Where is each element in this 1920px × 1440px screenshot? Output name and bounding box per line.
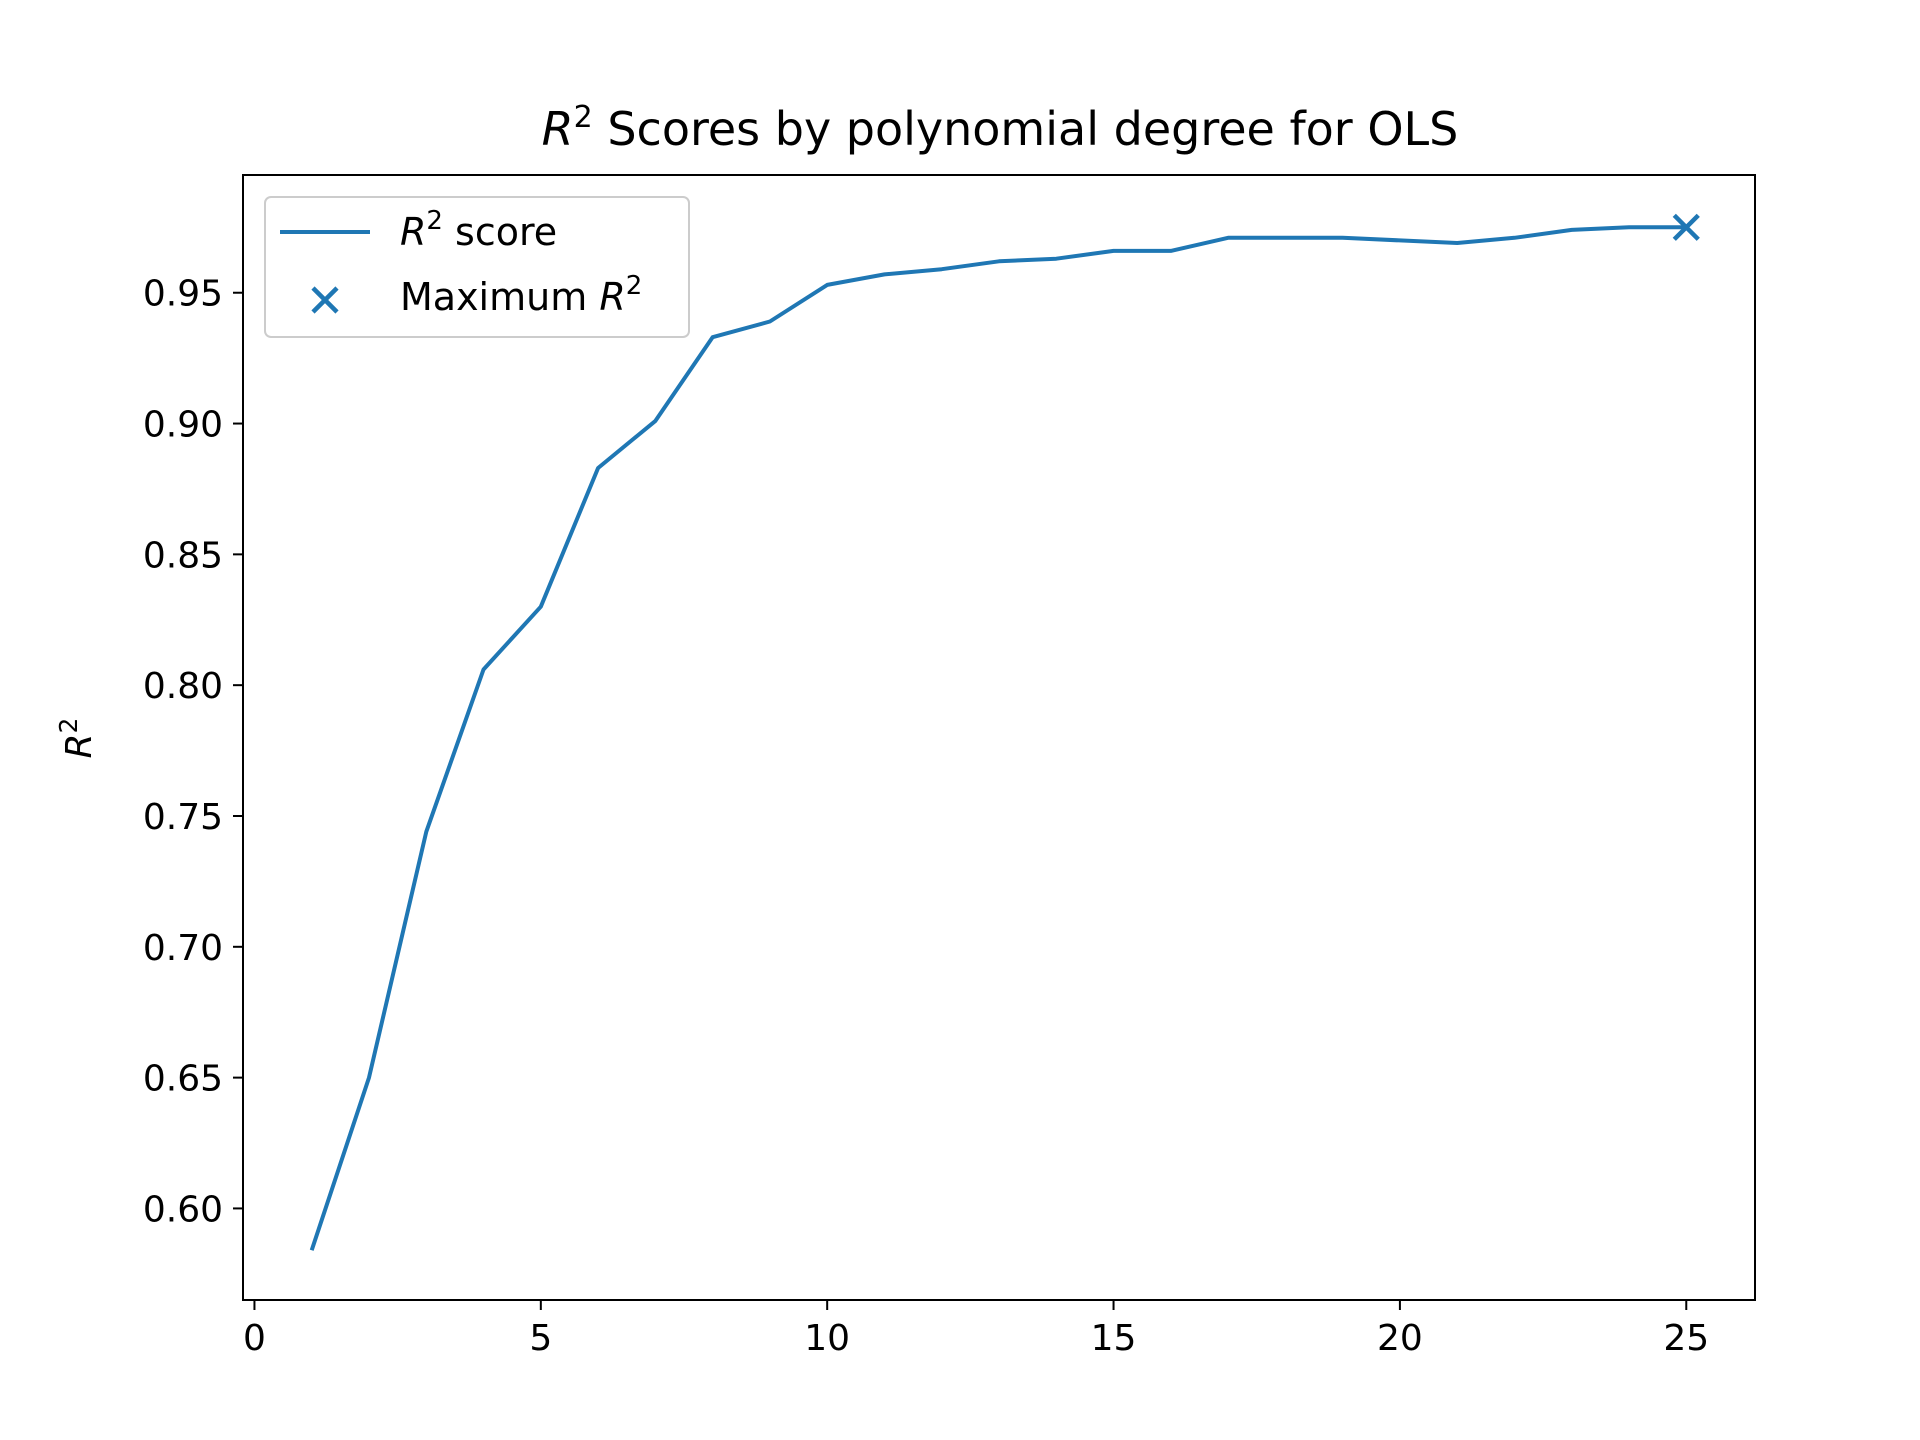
r2-score-line bbox=[309, 225, 1687, 1251]
x-tick-label: 20 bbox=[1377, 1318, 1423, 1359]
legend-label-r2-score: R2 score bbox=[400, 206, 557, 254]
y-tick-label: 0.70 bbox=[143, 928, 223, 969]
y-tick-label: 0.65 bbox=[143, 1059, 223, 1100]
x-tick-label: 10 bbox=[804, 1318, 850, 1359]
x-tick-label: 5 bbox=[529, 1318, 552, 1359]
y-tick-label: 0.85 bbox=[143, 535, 223, 576]
axis-ticks: 0 5 10 15 20 25 0.60 0.65 0.70 0.75 0.80 0.85 0.90 0.… bbox=[143, 274, 1709, 1359]
y-tick-label: 0.90 bbox=[143, 405, 223, 446]
x-tick-label: 15 bbox=[1091, 1318, 1137, 1359]
plot-marks bbox=[309, 213, 1700, 1251]
legend-box bbox=[264, 196, 690, 338]
y-tick-label: 0.60 bbox=[143, 1189, 223, 1230]
legend-label-maximum: Maximum R2 bbox=[400, 271, 642, 319]
maximum-r2-marker bbox=[1672, 213, 1700, 241]
y-tick-label: 0.75 bbox=[143, 797, 223, 838]
x-tick-label: 0 bbox=[243, 1318, 266, 1359]
y-tick-label: 0.95 bbox=[143, 274, 223, 315]
legend: R2 score Maximum R2 bbox=[264, 196, 690, 338]
legend-marker-swatch bbox=[311, 286, 339, 314]
chart-title: R2 Scores by polynomial degree for OLS bbox=[542, 100, 1459, 156]
plot-frame bbox=[242, 174, 1756, 1301]
x-tick-label: 25 bbox=[1663, 1318, 1709, 1359]
y-axis-label: R2 bbox=[54, 718, 100, 759]
y-tick-label: 0.80 bbox=[143, 666, 223, 707]
